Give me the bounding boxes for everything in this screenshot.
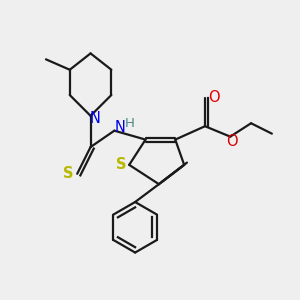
Text: S: S	[116, 158, 126, 172]
Text: H: H	[125, 117, 135, 130]
Text: N: N	[114, 120, 125, 135]
Text: N: N	[90, 111, 101, 126]
Text: O: O	[226, 134, 238, 148]
Text: S: S	[63, 166, 74, 181]
Text: O: O	[208, 91, 220, 106]
